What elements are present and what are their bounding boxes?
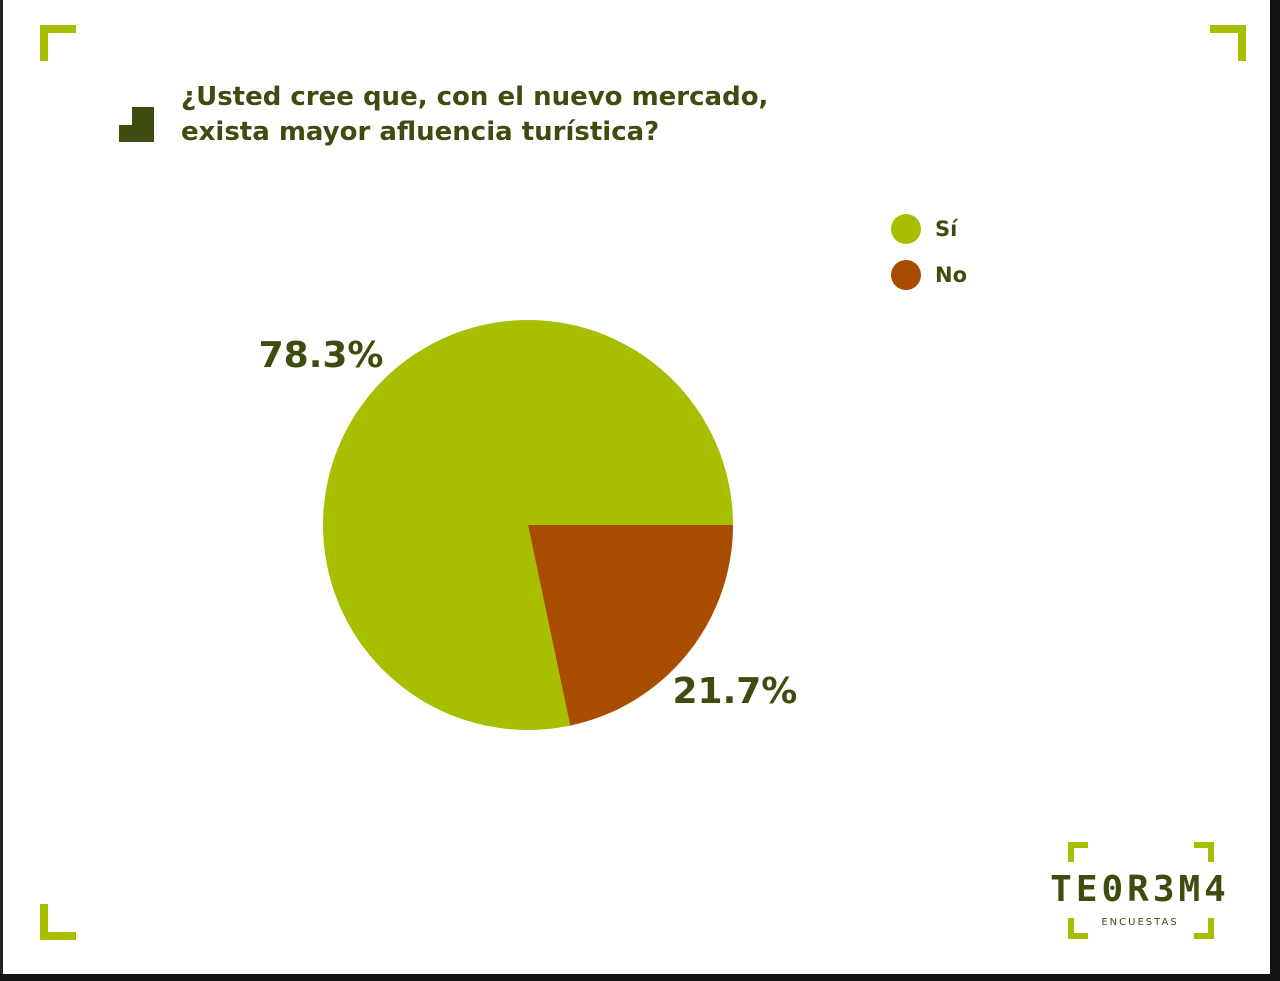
legend-marker	[891, 214, 921, 244]
frame-edge	[1270, 0, 1280, 981]
logo-subtitle: ENCUESTAS	[1101, 917, 1178, 928]
value-label: 78.3%	[259, 335, 384, 376]
corner-bracket	[40, 904, 76, 940]
legend-marker	[891, 260, 921, 290]
legend-label: Sí	[935, 217, 959, 241]
logo-bracket	[1068, 842, 1088, 862]
logo-bracket	[1194, 842, 1214, 862]
corner-bracket	[1210, 25, 1246, 61]
pie-slice	[528, 525, 733, 726]
frame-edge	[0, 974, 1280, 981]
value-label: 21.7%	[672, 671, 797, 712]
chart-title: ¿Usted cree que, con el nuevo mercado, e…	[181, 82, 769, 147]
title-icon	[119, 107, 154, 142]
corner-bracket	[40, 25, 76, 61]
frame-edge	[0, 0, 3, 981]
logo-name: TE0R3M4	[1050, 869, 1230, 910]
logo-bracket	[1194, 918, 1214, 939]
legend-label: No	[935, 263, 967, 287]
logo-bracket	[1068, 918, 1088, 939]
